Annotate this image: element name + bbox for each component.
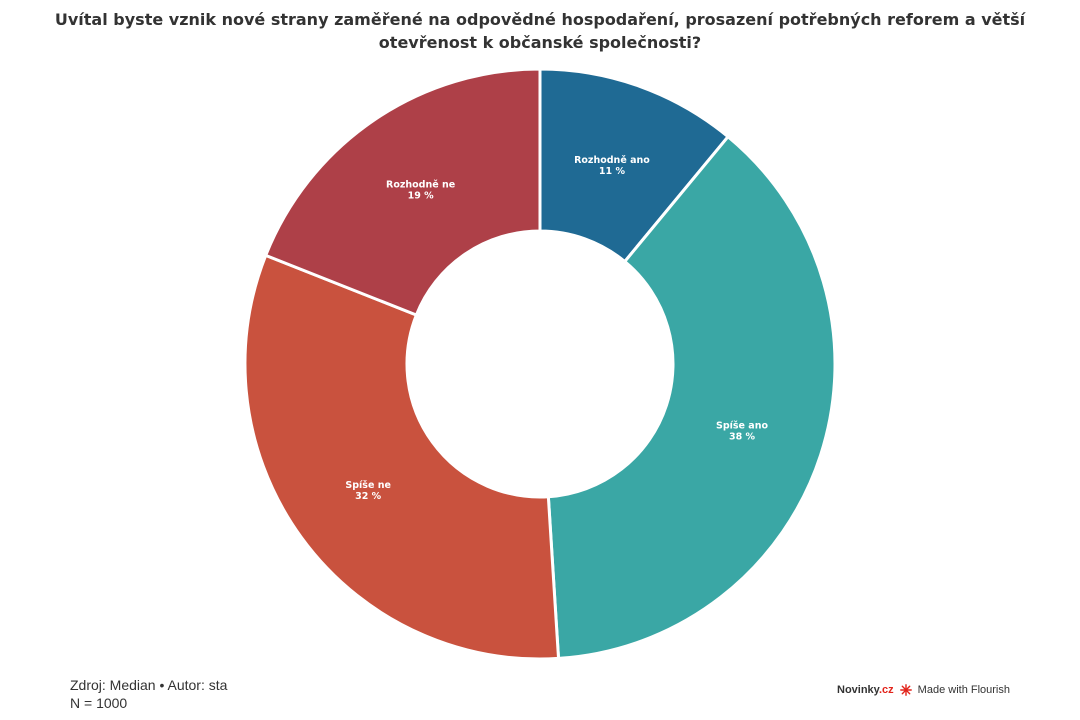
slice-spise-ano[interactable] [546,135,837,660]
donut-slices [243,67,837,661]
slice-label-rozhodne-ne: Rozhodně ne 19 % [386,179,455,201]
branding: Novinky.cz Made with Flourish [837,684,1010,696]
chart-title: Uvítal byste vznik nové strany zaměřené … [54,10,1026,52]
slice-rozhodne-ne[interactable] [264,67,542,317]
source-note: Zdroj: Median • Autor: sta [70,677,228,693]
chart-footer: Zdroj: Median • Autor: sta N = 1000 [70,676,227,712]
slice-label-spise-ano: Spíše ano 38 % [716,421,768,443]
flourish-credit[interactable]: Made with Flourish [917,684,1010,696]
slice-label-spise-ne: Spíše ne 32 % [345,480,391,502]
slice-spise-ne[interactable] [243,253,561,661]
donut-labels: Rozhodně ano 11 % Spíše ano 38 % Spíše ne 32 … [345,155,768,502]
sample-size-note: N = 1000 [70,695,128,711]
publisher-logo[interactable]: Novinky.cz [837,684,894,696]
slice-rozhodne-ano[interactable] [538,67,730,264]
slice-label-rozhodne-ano: Rozhodně ano 11 % [574,155,650,177]
flourish-logo-icon [899,684,912,696]
